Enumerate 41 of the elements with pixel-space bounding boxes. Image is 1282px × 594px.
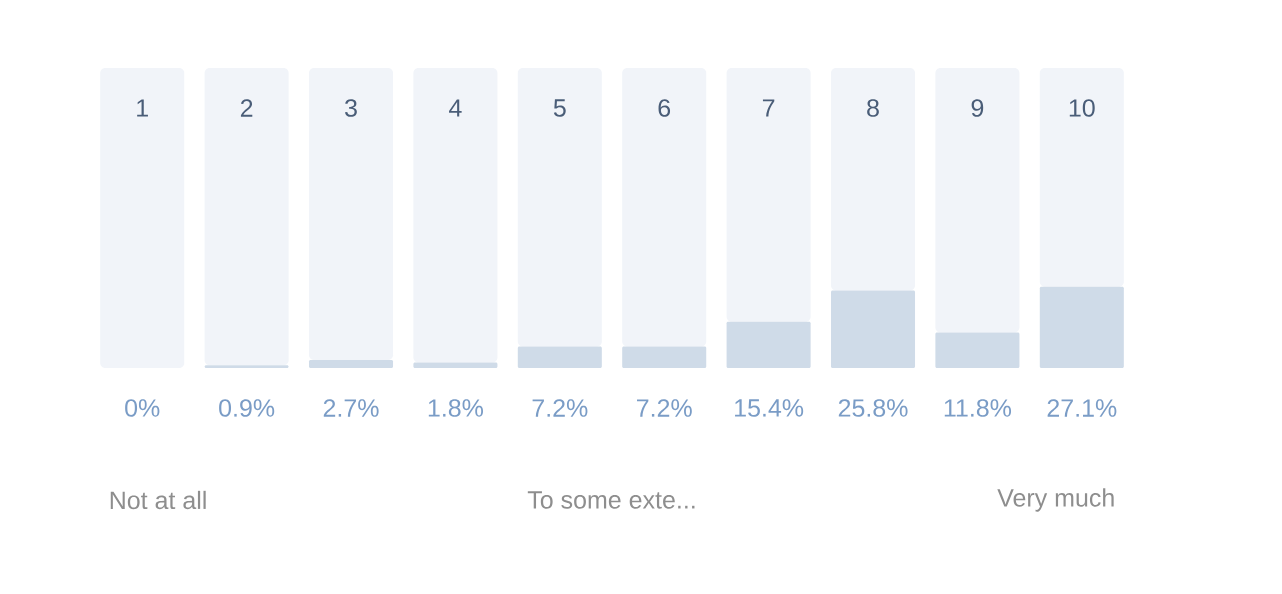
x-tick-label: 1 (137, 99, 148, 117)
bar (1039, 286, 1124, 368)
data-label: 2.7% (323, 399, 379, 417)
x-tick-label: 2 (240, 99, 253, 117)
data-label: 0% (125, 399, 160, 417)
text: Not at all (110, 490, 206, 510)
bar (935, 332, 1020, 368)
data-label: 27.1% (1047, 399, 1117, 417)
data-label: 25.8% (838, 399, 908, 417)
bar (204, 365, 289, 368)
x-tick-label: 3 (345, 99, 357, 117)
data-label: 11.8% (944, 399, 1012, 417)
data-label: 7.2% (637, 399, 692, 417)
bar (517, 67, 602, 347)
x-tick-label: 7 (762, 99, 775, 117)
bar (1039, 67, 1124, 287)
bar (622, 346, 707, 368)
data-label: 1.8% (428, 399, 484, 417)
text: To some exte... (527, 491, 695, 509)
data-label: 15.4% (735, 399, 804, 417)
x-tick-label: 5 (553, 99, 566, 117)
bar (308, 359, 394, 368)
bar (726, 67, 811, 322)
bar (308, 67, 394, 360)
bar (622, 67, 707, 347)
x-tick-label: 8 (867, 99, 879, 117)
bar (413, 67, 498, 363)
x-tick-label: 10 (1069, 99, 1095, 117)
data-label: 7.2% (532, 399, 588, 417)
x-tick-label: 4 (449, 99, 462, 117)
bar (830, 290, 916, 368)
bar (413, 362, 498, 368)
bar (935, 67, 1020, 333)
bar (204, 67, 289, 366)
bar (726, 321, 811, 368)
x-tick-label: 6 (658, 99, 671, 117)
bar (830, 67, 916, 291)
text: Very much (997, 488, 1114, 512)
x-tick-label: 9 (971, 99, 984, 117)
data-label: 0.9% (219, 399, 275, 417)
bar (517, 346, 602, 368)
